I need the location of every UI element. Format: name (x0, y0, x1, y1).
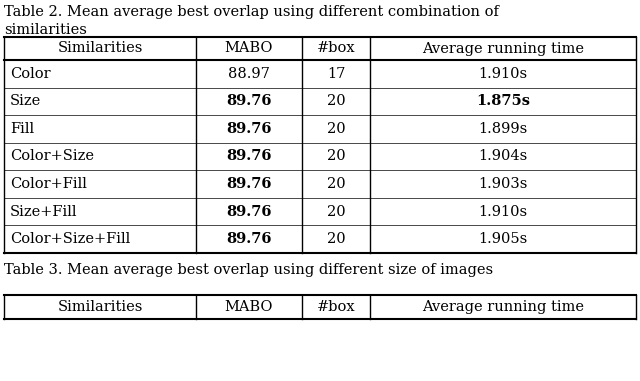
Text: 17: 17 (327, 67, 345, 81)
Text: 20: 20 (326, 122, 346, 136)
Text: Average running time: Average running time (422, 42, 584, 56)
Text: 1.903s: 1.903s (478, 177, 528, 191)
Text: 88.97: 88.97 (228, 67, 270, 81)
Text: Color: Color (10, 67, 51, 81)
Text: Color+Fill: Color+Fill (10, 177, 87, 191)
Text: 1.905s: 1.905s (478, 232, 527, 246)
Text: Table 3. Mean average best overlap using different size of images: Table 3. Mean average best overlap using… (4, 263, 493, 277)
Text: 89.76: 89.76 (227, 94, 272, 108)
Text: 89.76: 89.76 (227, 205, 272, 219)
Text: Similarities: Similarities (58, 42, 143, 56)
Text: 20: 20 (326, 232, 346, 246)
Text: Size: Size (10, 94, 41, 108)
Text: Table 2. Mean average best overlap using different combination of: Table 2. Mean average best overlap using… (4, 5, 499, 19)
Text: 1.910s: 1.910s (479, 205, 527, 219)
Text: 20: 20 (326, 205, 346, 219)
Text: #box: #box (317, 42, 355, 56)
Text: 20: 20 (326, 177, 346, 191)
Text: #box: #box (317, 300, 355, 314)
Text: 89.76: 89.76 (227, 122, 272, 136)
Text: 1.875s: 1.875s (476, 94, 530, 108)
Text: 1.904s: 1.904s (478, 149, 527, 163)
Text: 89.76: 89.76 (227, 232, 272, 246)
Text: 20: 20 (326, 94, 346, 108)
Text: Color+Size+Fill: Color+Size+Fill (10, 232, 131, 246)
Text: Fill: Fill (10, 122, 34, 136)
Text: 1.910s: 1.910s (479, 67, 527, 81)
Text: 89.76: 89.76 (227, 177, 272, 191)
Text: Color+Size: Color+Size (10, 149, 94, 163)
Text: 89.76: 89.76 (227, 149, 272, 163)
Text: similarities: similarities (4, 23, 87, 37)
Text: Similarities: Similarities (58, 300, 143, 314)
Text: MABO: MABO (225, 300, 273, 314)
Text: Average running time: Average running time (422, 300, 584, 314)
Text: 1.899s: 1.899s (478, 122, 527, 136)
Text: Size+Fill: Size+Fill (10, 205, 77, 219)
Text: MABO: MABO (225, 42, 273, 56)
Text: 20: 20 (326, 149, 346, 163)
